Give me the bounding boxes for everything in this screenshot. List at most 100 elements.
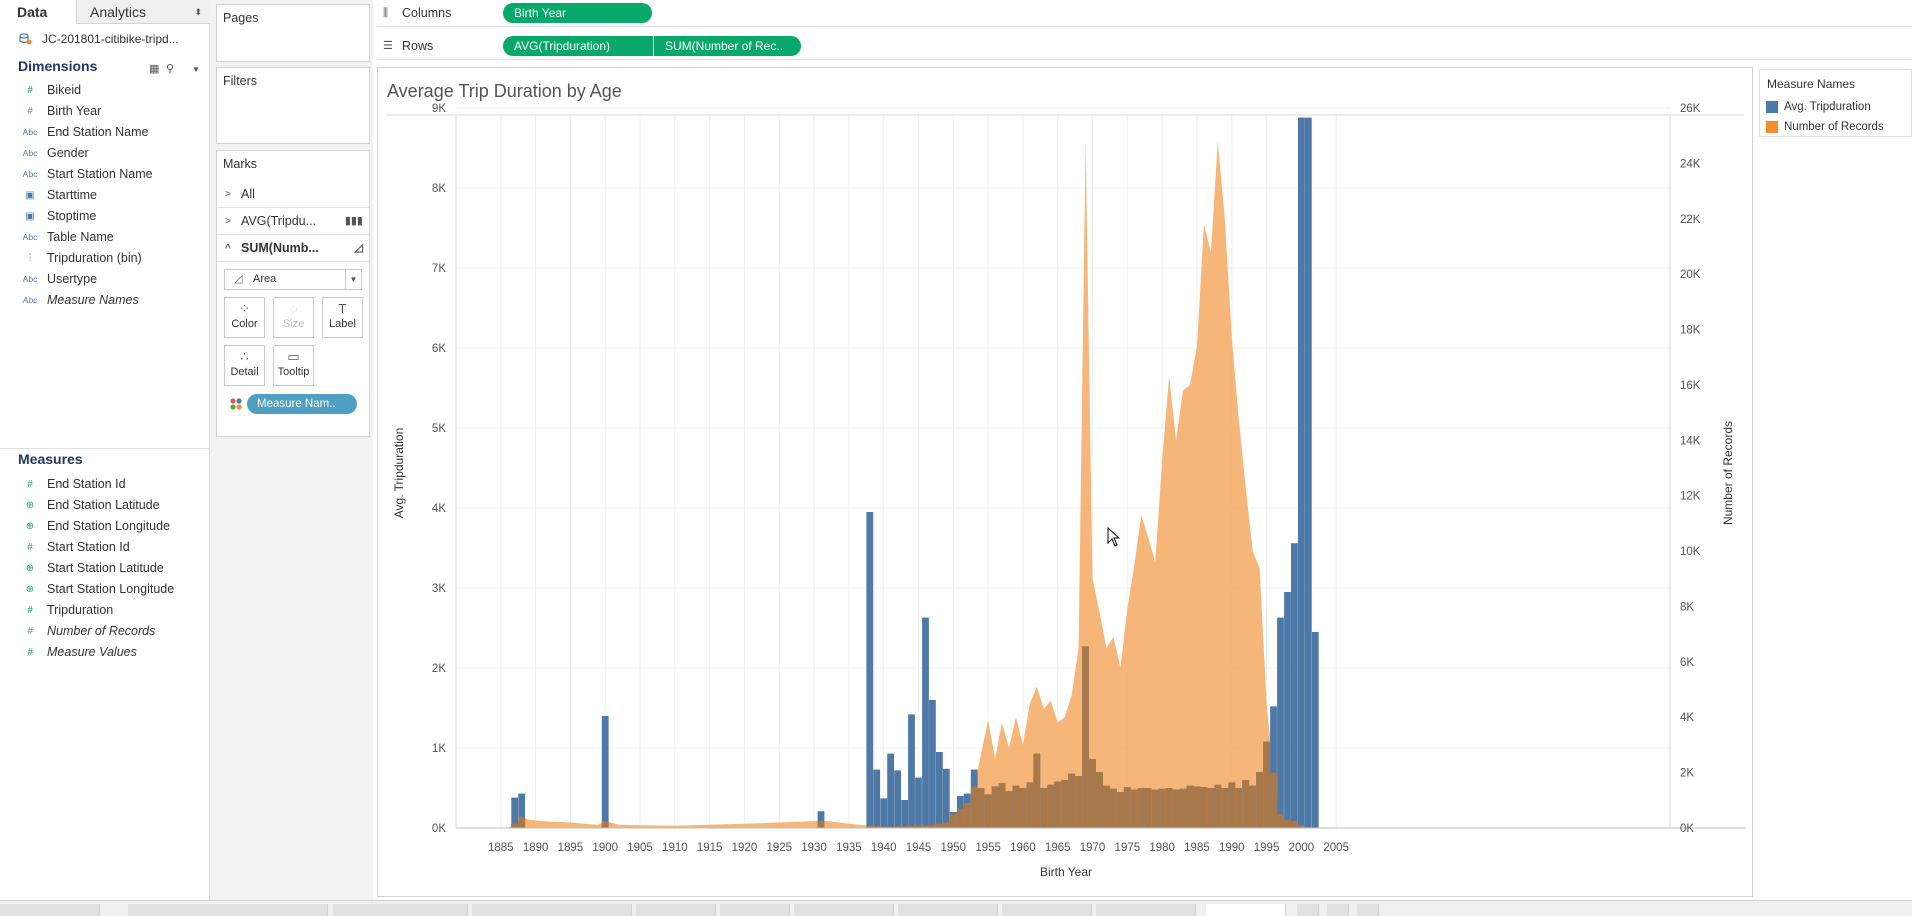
field-label: Measure Names <box>47 293 139 307</box>
measure-field[interactable]: # Measure Values <box>0 642 210 663</box>
dimension-field[interactable]: Abc Table Name <box>0 227 210 248</box>
legend-item-number-of-records[interactable]: Number of Records <box>1766 119 1884 135</box>
measure-names-color-pill[interactable]: Measure Nam.. <box>247 394 357 414</box>
mark-type-dropdown[interactable]: ◿ Area ▼ <box>224 269 362 290</box>
new-dashboard-icon[interactable] <box>1327 904 1349 916</box>
filters-shelf[interactable]: Filters <box>216 67 370 144</box>
legend-item-avg-tripduration[interactable]: Avg. Tripduration <box>1766 99 1871 115</box>
measure-field[interactable]: ⊕ End Station Longitude <box>0 516 210 537</box>
datasource-item[interactable]: JC-201801-citibike-tripd... <box>0 28 210 50</box>
sheet-tab[interactable] <box>898 904 998 916</box>
field-label: Stoptime <box>47 209 97 223</box>
y-tick-label: 9K <box>432 103 446 115</box>
dimension-field[interactable]: # Birth Year <box>0 101 210 122</box>
columns-shelf[interactable]: ⫼ Columns Birth Year <box>377 0 1912 27</box>
dimension-field[interactable]: Abc Gender <box>0 143 210 164</box>
color-button[interactable]: ⁘ Color <box>224 297 265 338</box>
tab-caret-icon[interactable]: ⬍ <box>194 7 202 17</box>
field-type-icon: ▣ <box>25 190 35 201</box>
datasource-name: JC-201801-citibike-tripd... <box>42 32 179 46</box>
rows-shelf[interactable]: ☰ Rows AVG(Tripduration) SUM(Number of R… <box>377 33 1912 60</box>
grid-view-icon[interactable]: ▦ <box>149 63 160 75</box>
x-axis-title: Birth Year <box>1040 865 1092 879</box>
y-tick-label: 1K <box>432 743 446 755</box>
sheet-tab[interactable] <box>794 904 894 916</box>
bar-area-overlap <box>1186 785 1194 828</box>
worksheet: Average Trip Duration by Age 0K 1K 2K 3K 4K 5… <box>377 67 1753 897</box>
dimension-field[interactable]: ▣ Stoptime <box>0 206 210 227</box>
dimension-field[interactable]: ▣ Starttime <box>0 185 210 206</box>
marks-row-sum-records[interactable]: ^ SUM(Numb... ◿ <box>217 235 369 262</box>
chart-canvas[interactable]: 0K 1K 2K 3K 4K 5K 6K 7K 8K 9K 0K 2K 4K 6K 8K 10K 12K 14K 1… <box>378 68 1754 898</box>
label-button[interactable]: T Label <box>322 297 363 338</box>
bar-area-overlap <box>1019 788 1027 828</box>
measure-field[interactable]: # Start Station Id <box>0 537 210 558</box>
pages-shelf[interactable]: Pages <box>216 4 370 62</box>
bar-area-overlap <box>1144 788 1152 828</box>
new-sheet-icon[interactable] <box>1297 904 1319 916</box>
bar-area-overlap <box>1193 786 1201 828</box>
field-type-icon: # <box>27 647 33 658</box>
measure-field[interactable]: ⊕ End Station Latitude <box>0 495 210 516</box>
pane-tabbar: Data Analytics ⬍ <box>0 0 210 24</box>
new-story-icon[interactable] <box>1357 904 1379 916</box>
bar-area-overlap <box>511 823 519 828</box>
sheet-tab[interactable] <box>333 904 468 916</box>
chevron-down-icon[interactable]: ▼ <box>192 65 200 74</box>
measure-field[interactable]: ⊕ Start Station Latitude <box>0 558 210 579</box>
bar-area-overlap <box>1221 788 1229 828</box>
marks-row-avg-tripduration[interactable]: > AVG(Tripdu... ▮▮▮ <box>217 208 369 235</box>
avg-tripduration-bar <box>1284 592 1291 828</box>
bar-area-overlap <box>1200 787 1208 828</box>
x-tick-label: 1920 <box>732 842 758 854</box>
y-tick-label: 5K <box>432 423 446 435</box>
marks-card-title: Marks <box>223 157 258 171</box>
bar-area-overlap <box>1242 780 1250 828</box>
sheet-tab[interactable] <box>636 904 716 916</box>
size-button[interactable]: ◌ Size <box>273 297 314 338</box>
marks-row-all[interactable]: > All <box>217 181 369 208</box>
tooltip-button[interactable]: ▭ Tooltip <box>273 345 314 386</box>
sheet-tab[interactable] <box>720 904 790 916</box>
sheet-tab[interactable] <box>128 904 328 916</box>
chevron-up-icon: ^ <box>225 243 231 254</box>
chevron-right-icon: > <box>225 216 231 227</box>
bar-area-overlap <box>1228 782 1236 828</box>
bar-area-overlap <box>929 824 936 828</box>
sheet-tab[interactable] <box>1096 904 1196 916</box>
measure-field[interactable]: # Tripduration <box>0 600 210 621</box>
y2-tick-label: 8K <box>1680 601 1694 613</box>
dimension-field[interactable]: Abc Usertype <box>0 269 210 290</box>
dimensions-header: Dimensions <box>18 58 98 74</box>
bar-area-overlap <box>936 823 943 828</box>
bar-area-overlap <box>1117 792 1124 828</box>
measure-field[interactable]: # Number of Records <box>0 621 210 642</box>
dimension-field[interactable]: Abc Measure Names <box>0 290 210 311</box>
field-type-icon: Abc <box>22 148 38 158</box>
detail-button[interactable]: ∴ Detail <box>224 345 265 386</box>
bar-area-overlap <box>1130 789 1138 828</box>
sheet-tab[interactable] <box>1002 904 1092 916</box>
sheet-tab[interactable] <box>472 904 632 916</box>
avg-tripduration-pill[interactable]: AVG(Tripduration) <box>503 36 653 56</box>
y-tick-label: 0K <box>432 823 446 835</box>
tab-data[interactable]: Data <box>0 0 77 24</box>
sum-records-pill[interactable]: SUM(Number of Rec.. <box>654 36 801 56</box>
tooltip-icon: ▭ <box>287 349 300 364</box>
dimension-field[interactable]: Abc End Station Name <box>0 122 210 143</box>
search-icon[interactable]: ⚲ <box>166 63 175 75</box>
field-label: End Station Latitude <box>47 498 160 512</box>
avg-tripduration-bar <box>866 512 874 828</box>
measure-field[interactable]: ⊕ Start Station Longitude <box>0 579 210 600</box>
x-tick-label: 1950 <box>941 842 967 854</box>
measure-field[interactable]: # End Station Id <box>0 474 210 495</box>
label-icon: T <box>338 301 347 316</box>
birth-year-pill[interactable]: Birth Year <box>503 3 652 23</box>
dimension-field[interactable]: # Bikeid <box>0 80 210 101</box>
dimension-field[interactable]: Abc Start Station Name <box>0 164 210 185</box>
dimension-field[interactable]: ⫶ Tripduration (bin) <box>0 248 210 269</box>
sheet-tab-active[interactable] <box>1206 904 1286 916</box>
bar-area-overlap <box>1054 781 1062 828</box>
y2-tick-label: 26K <box>1680 103 1701 115</box>
tab-analytics[interactable]: Analytics ⬍ <box>78 0 210 24</box>
